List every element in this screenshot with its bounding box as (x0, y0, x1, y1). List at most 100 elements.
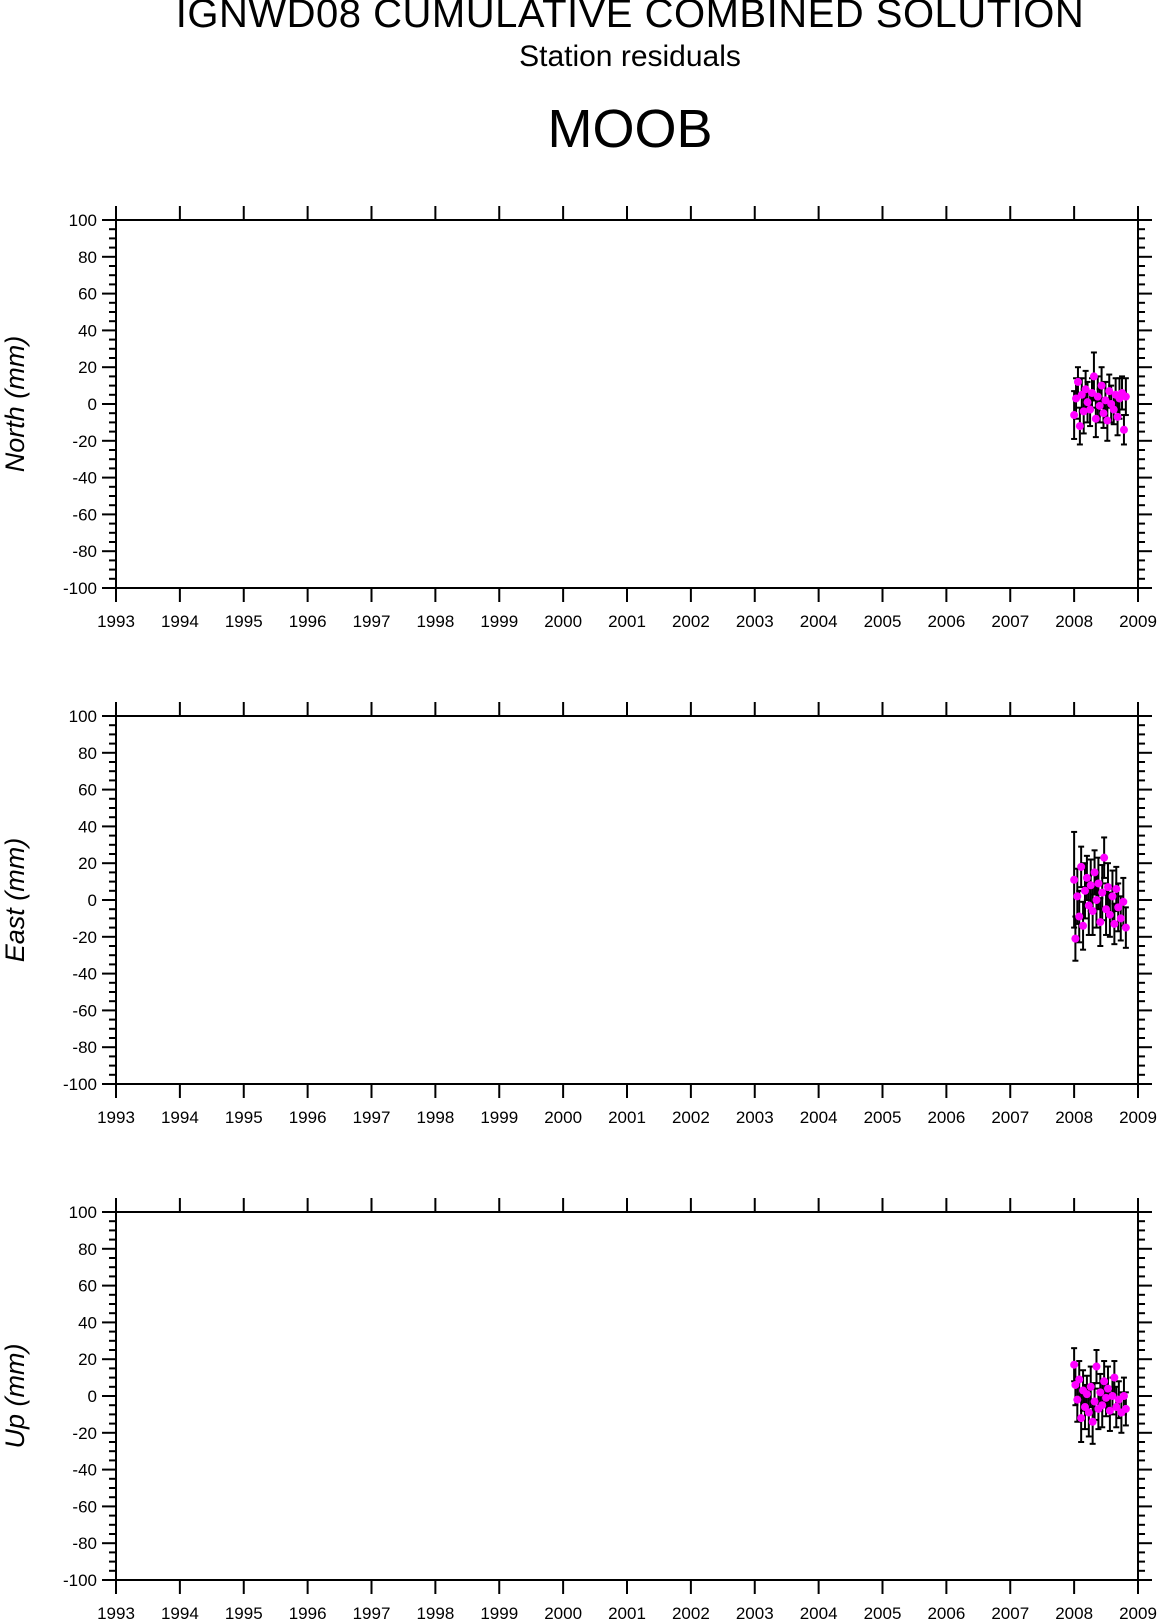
up-data-point (1070, 1360, 1079, 1369)
east-data-point (1071, 934, 1080, 943)
east-data-point (1073, 892, 1082, 901)
up-y-tick-label: -100 (63, 1571, 97, 1590)
east-y-tick-label: -60 (72, 1001, 97, 1020)
east-data-point (1082, 873, 1091, 882)
up-y-tick-label: 100 (69, 1203, 97, 1222)
north-data-point (1081, 385, 1090, 394)
east-y-tick-label: -80 (72, 1038, 97, 1057)
east-data-point (1114, 903, 1123, 912)
up-y-tick-label: -60 (72, 1497, 97, 1516)
east-plot-frame (115, 715, 1139, 1085)
north-data-point (1086, 405, 1095, 414)
east-data-point (1080, 886, 1089, 895)
north-data-point (1101, 396, 1110, 405)
chart-title: IGNWD08 CUMULATIVE COMBINED SOLUTION (175, 0, 1085, 36)
up-x-tick-label: 2000 (544, 1604, 582, 1621)
up-x-tick-label: 1994 (161, 1604, 199, 1621)
east-data-point (1116, 914, 1125, 923)
north-data-point (1109, 405, 1118, 414)
north-data-point (1119, 425, 1128, 434)
east-y-tick-label: 100 (69, 707, 97, 726)
up-y-axis-label: Up (mm) (0, 1344, 30, 1449)
up-x-tick-label: 2005 (864, 1604, 902, 1621)
up-plot-frame (115, 1211, 1139, 1581)
east-x-tick-label: 1998 (416, 1108, 454, 1127)
east-x-tick-label: 2003 (736, 1108, 774, 1127)
up-data-point (1092, 1362, 1101, 1371)
up-x-tick-label: 2004 (800, 1604, 838, 1621)
north-data-point (1091, 414, 1100, 423)
east-data-point (1086, 881, 1095, 890)
east-x-tick-label: 1993 (97, 1108, 135, 1127)
north-data-point (1093, 392, 1102, 401)
up-data-point (1119, 1392, 1128, 1400)
east-x-tick-label: 1994 (161, 1108, 199, 1127)
up-data-point (1103, 1384, 1112, 1393)
up-data-point (1110, 1373, 1119, 1382)
north-data-point (1075, 422, 1084, 431)
north-x-tick-label: 2000 (544, 612, 582, 631)
east-data-point (1112, 884, 1121, 893)
east-y-tick-label: -40 (72, 965, 97, 984)
up-y-tick-label: -80 (72, 1534, 97, 1553)
north-y-tick-label: -80 (72, 542, 97, 561)
north-y-tick-label: 20 (78, 358, 97, 377)
north-x-tick-label: 2005 (864, 612, 902, 631)
north-x-tick-label: 1993 (97, 612, 135, 631)
east-x-tick-label: 2001 (608, 1108, 646, 1127)
north-x-tick-label: 2001 (608, 612, 646, 631)
north-x-tick-label: 1995 (225, 612, 263, 631)
east-x-tick-label: 2007 (991, 1108, 1029, 1127)
east-data-point (1098, 888, 1107, 897)
north-y-tick-label: -100 (63, 579, 97, 598)
north-data-point (1079, 407, 1088, 416)
up-data-point (1102, 1393, 1111, 1402)
north-x-tick-label: 1999 (480, 612, 518, 631)
north-y-tick-label: -60 (72, 505, 97, 524)
up-data-point (1108, 1392, 1117, 1400)
east-x-tick-label: 1996 (289, 1108, 327, 1127)
up-y-tick-label: 60 (78, 1277, 97, 1296)
north-y-tick-label: 100 (69, 211, 97, 230)
east-data-point (1096, 918, 1105, 927)
up-data-point (1077, 1414, 1086, 1423)
up-x-tick-label: 1993 (97, 1604, 135, 1621)
north-y-tick-label: 60 (78, 285, 97, 304)
east-x-tick-label: 1995 (225, 1108, 263, 1127)
north-x-tick-label: 2007 (991, 612, 1029, 631)
east-data-point (1100, 853, 1109, 862)
east-data-point (1094, 879, 1103, 888)
up-x-tick-label: 1996 (289, 1604, 327, 1621)
up-data-point (1088, 1417, 1097, 1426)
east-y-tick-label: 40 (78, 817, 97, 836)
up-data-point (1075, 1375, 1084, 1384)
east-x-tick-label: 1997 (353, 1108, 391, 1127)
east-x-tick-label: 2005 (864, 1108, 902, 1127)
east-y-tick-label: 0 (88, 891, 97, 910)
up-x-tick-label: 2001 (608, 1604, 646, 1621)
east-data-point (1103, 883, 1112, 892)
up-x-tick-label: 2007 (991, 1604, 1029, 1621)
north-x-tick-label: 2009 (1119, 612, 1157, 631)
up-data-point (1090, 1397, 1099, 1406)
up-x-tick-label: 2008 (1055, 1604, 1093, 1621)
up-data-point (1098, 1401, 1107, 1410)
up-x-tick-label: 1999 (480, 1604, 518, 1621)
north-x-tick-label: 2008 (1055, 612, 1093, 631)
east-data-point (1092, 896, 1101, 904)
up-x-tick-label: 2009 (1119, 1604, 1157, 1621)
north-x-tick-label: 1997 (353, 612, 391, 631)
north-data-point (1113, 412, 1122, 421)
chart-subtitle: Station residuals (519, 40, 741, 73)
north-y-tick-label: 40 (78, 321, 97, 340)
north-y-tick-label: 80 (78, 248, 97, 267)
up-x-tick-label: 1995 (225, 1604, 263, 1621)
east-y-axis-label: East (mm) (0, 838, 30, 963)
up-data-point (1082, 1390, 1091, 1399)
east-data-point (1070, 875, 1079, 884)
up-y-tick-label: -20 (72, 1424, 97, 1443)
north-y-axis-label: North (mm) (0, 336, 30, 473)
up-data-point (1084, 1408, 1093, 1417)
